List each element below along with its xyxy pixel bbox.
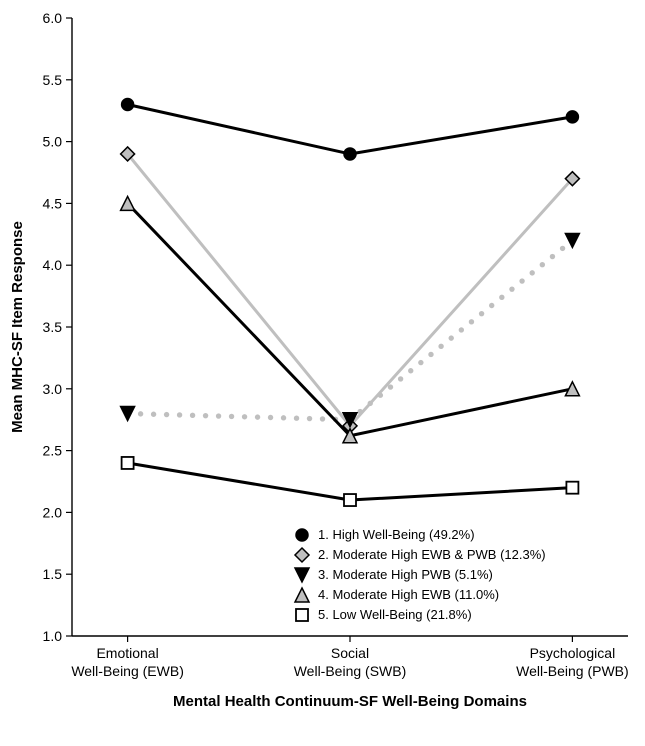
- y-tick-label: 2.5: [43, 443, 63, 459]
- line-chart: 1.0 1.5 2.0 2.5 3.0 3.5 4.0 4.5 5.0 5.5 6.0 Mean MH…: [0, 0, 645, 746]
- y-tick-label: 3.5: [43, 319, 63, 335]
- legend-row: 5. Low Well-Being (21.8%): [296, 607, 472, 622]
- chart-container: 1.0 1.5 2.0 2.5 3.0 3.5 4.0 4.5 5.0 5.5 6.0 Mean MH…: [0, 0, 645, 746]
- y-tick-label: 5.5: [43, 72, 63, 88]
- legend-row: 2. Moderate High EWB & PWB (12.3%): [295, 547, 546, 562]
- y-tick-label: 2.0: [43, 504, 63, 520]
- x-category-label-line2: Well-Being (PWB): [516, 663, 629, 679]
- y-axis-label: Mean MHC-SF Item Response: [9, 221, 26, 433]
- legend-label: 1. High Well-Being (49.2%): [318, 527, 475, 542]
- y-tick-label: 1.5: [43, 566, 63, 582]
- x-axis-label: Mental Health Continuum-SF Well-Being Do…: [173, 693, 527, 710]
- x-category-label-line1: Emotional: [96, 645, 158, 661]
- x-category-label-line1: Social: [331, 645, 369, 661]
- legend-label: 3. Moderate High PWB (5.1%): [318, 567, 493, 582]
- x-category-label-line1: Psychological: [530, 645, 616, 661]
- x-category-label-line2: Well-Being (EWB): [71, 663, 184, 679]
- y-tick-label: 4.0: [43, 257, 63, 273]
- y-tick-label: 5.0: [43, 134, 63, 150]
- legend-row: 3. Moderate High PWB (5.1%): [295, 567, 493, 582]
- legend-label: 4. Moderate High EWB (11.0%): [318, 587, 499, 602]
- legend-label: 5. Low Well-Being (21.8%): [318, 607, 472, 622]
- y-tick-label: 6.0: [43, 10, 63, 26]
- y-tick-label: 3.0: [43, 381, 63, 397]
- legend-row: 1. High Well-Being (49.2%): [296, 527, 475, 542]
- legend-label: 2. Moderate High EWB & PWB (12.3%): [318, 547, 546, 562]
- x-category-label-line2: Well-Being (SWB): [294, 663, 407, 679]
- legend-row: 4. Moderate High EWB (11.0%): [295, 587, 499, 602]
- y-tick-label: 4.5: [43, 195, 63, 211]
- y-tick-label: 1.0: [43, 628, 63, 644]
